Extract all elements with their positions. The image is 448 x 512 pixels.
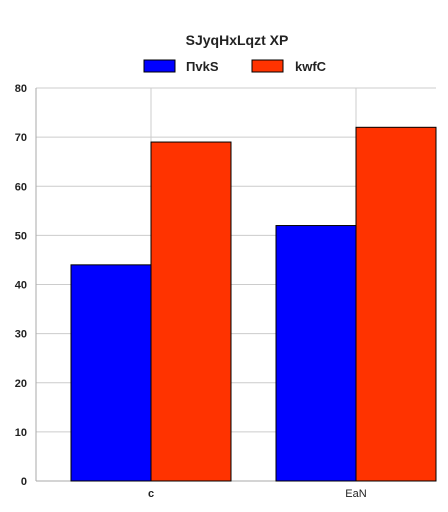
y-tick-label: 60 [15, 181, 27, 193]
x-category-label: EaN [345, 488, 366, 500]
y-tick-label: 40 [15, 280, 27, 292]
legend-label-series-1: ΠvkS [186, 59, 219, 74]
legend-swatch-series-1 [143, 59, 176, 73]
x-category-label: c [148, 488, 154, 500]
y-tick-label: 30 [15, 329, 27, 341]
y-tick-label: 80 [15, 83, 27, 95]
y-tick-label: 50 [15, 230, 27, 242]
legend-swatch-series-2 [251, 59, 284, 73]
y-tick-label: 20 [15, 378, 27, 390]
chart-title: SJyqHxLqzt XP [186, 32, 289, 48]
bar-series-1-EaN [275, 225, 357, 482]
bar-series-1-c [70, 264, 152, 482]
bar-series-2-EaN [355, 126, 437, 482]
legend-label-series-2: kwfC [295, 59, 327, 74]
bar-series-2-c [150, 141, 232, 482]
plot-area: 0 10 20 30 40 50 60 70 80 c EaN [15, 83, 437, 500]
legend: ΠvkS kwfC [143, 59, 327, 74]
y-tick-label: 70 [15, 132, 27, 144]
y-tick-label: 0 [21, 476, 27, 488]
y-tick-label: 10 [15, 427, 27, 439]
